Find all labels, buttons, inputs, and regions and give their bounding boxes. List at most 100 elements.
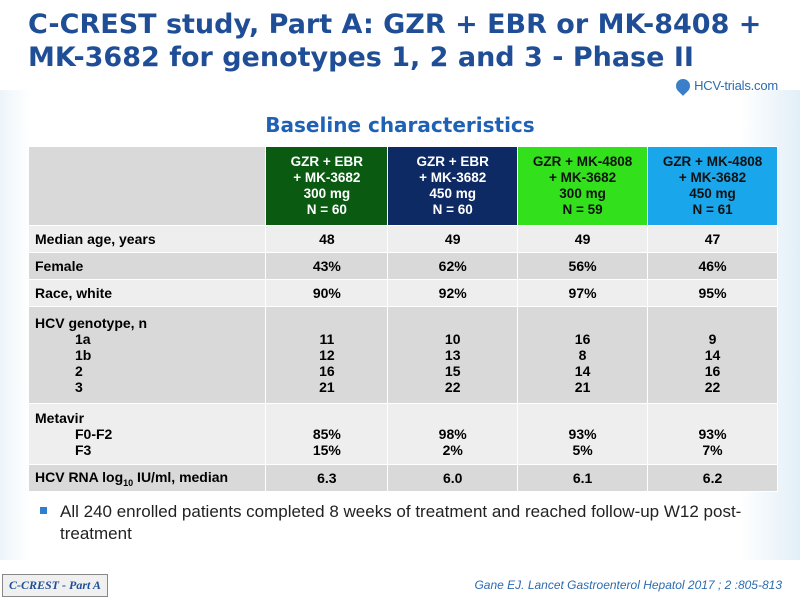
baseline-table: GZR + EBR + MK-3682 300 mg N = 60 GZR + EBR… xyxy=(27,146,778,492)
cell-values: 10 13 15 22 xyxy=(387,306,519,404)
cell-value: 90% xyxy=(265,279,389,307)
row-label-metavir: Metavir F0-F2 F3 xyxy=(27,403,267,465)
square-bullet-icon xyxy=(40,507,47,514)
cell-value: 95% xyxy=(647,279,778,307)
column-header-line: + MK-3682 xyxy=(678,170,747,185)
sub-label: F0-F2 xyxy=(75,426,113,442)
background-decoration-left xyxy=(0,90,30,560)
column-header-1: GZR + EBR + MK-3682 300 mg N = 60 xyxy=(265,146,389,226)
column-header-line: 450 mg xyxy=(689,186,736,201)
sub-label: 2 xyxy=(75,363,83,379)
column-header-line: 450 mg xyxy=(429,186,476,201)
site-logo: HCV-trials.com xyxy=(673,75,778,96)
bullet-point: All 240 enrolled patients completed 8 we… xyxy=(40,501,780,545)
cell-value: 2% xyxy=(442,442,463,458)
column-header-line: GZR + MK-4808 xyxy=(532,154,633,169)
table-row: HCV genotype, n 1a 1b 2 3 11 12 16 21 10 13 1… xyxy=(27,306,778,404)
row-label: HCV genotype, n xyxy=(35,315,148,331)
cell-value: 16 xyxy=(704,363,721,379)
table-row: Median age, years 48 49 49 47 xyxy=(27,225,778,253)
study-tag: C-CREST - Part A xyxy=(2,574,108,597)
sub-label: 3 xyxy=(75,379,83,395)
cell-value: 13 xyxy=(444,347,461,363)
cell-value: 47 xyxy=(647,225,778,253)
column-header-line: + MK-3682 xyxy=(419,170,487,185)
drop-icon xyxy=(673,75,694,96)
cell-values: 93% 7% xyxy=(647,403,778,465)
cell-value: 49 xyxy=(387,225,519,253)
cell-value: 15% xyxy=(312,442,341,458)
cell-value: 43% xyxy=(265,252,389,280)
table-heading: Baseline characteristics xyxy=(265,113,535,137)
row-label-rna: HCV RNA log10 IU/ml, median xyxy=(27,464,267,492)
row-label: Female xyxy=(27,252,267,280)
row-label-genotype: HCV genotype, n 1a 1b 2 3 xyxy=(27,306,267,404)
cell-value: 93% xyxy=(698,426,727,442)
row-label: HCV RNA log xyxy=(35,468,124,485)
row-label: Race, white xyxy=(27,279,267,307)
cell-value: 14 xyxy=(574,363,591,379)
cell-values: 9 14 16 22 xyxy=(647,306,778,404)
cell-value: 9 xyxy=(708,331,717,347)
cell-value: 12 xyxy=(319,347,335,363)
cell-value: 6.0 xyxy=(387,464,519,492)
cell-values: 85% 15% xyxy=(265,403,389,465)
cell-value: 7% xyxy=(702,442,723,458)
cell-value: 21 xyxy=(574,379,591,395)
cell-values: 93% 5% xyxy=(517,403,649,465)
slide-title: C-CREST study, Part A: GZR + EBR or MK-8… xyxy=(28,9,762,73)
sub-label: F3 xyxy=(75,442,92,458)
column-header-line: 300 mg xyxy=(303,186,351,201)
cell-value: 56% xyxy=(517,252,649,280)
cell-values: 16 8 14 21 xyxy=(517,306,649,404)
cell-value: 5% xyxy=(572,442,593,458)
cell-value: 15 xyxy=(444,363,461,379)
cell-value: 48 xyxy=(265,225,389,253)
column-header-line: GZR + EBR xyxy=(416,154,489,169)
cell-value: 21 xyxy=(319,379,335,395)
cell-value: 6.3 xyxy=(265,464,389,492)
cell-value: 22 xyxy=(704,379,721,395)
column-header-line: + MK-3682 xyxy=(548,170,617,185)
cell-value: 98% xyxy=(438,426,467,442)
sub-label: 1b xyxy=(75,347,92,363)
cell-value: 62% xyxy=(387,252,519,280)
cell-value: 49 xyxy=(517,225,649,253)
cell-values: 98% 2% xyxy=(387,403,519,465)
column-header-line: GZR + EBR xyxy=(290,154,364,169)
row-label-subscript: 10 xyxy=(123,477,134,488)
row-label: IU/ml, median xyxy=(133,468,229,485)
sub-label: 1a xyxy=(75,331,91,347)
column-header-line: GZR + MK-4808 xyxy=(662,154,763,169)
cell-value: 22 xyxy=(444,379,461,395)
table-row: HCV RNA log10 IU/ml, median 6.3 6.0 6.1 … xyxy=(27,464,778,492)
cell-value: 16 xyxy=(319,363,335,379)
cell-value: 6.1 xyxy=(517,464,649,492)
cell-values: 11 12 16 21 xyxy=(265,306,389,404)
header-row: GZR + EBR + MK-3682 300 mg N = 60 GZR + EBR… xyxy=(27,146,778,226)
cell-value: 10 xyxy=(444,331,461,347)
reference-citation: Gane EJ. Lancet Gastroenterol Hepatol 20… xyxy=(474,578,782,592)
column-header-2: GZR + EBR + MK-3682 450 mg N = 60 xyxy=(387,146,519,226)
column-header-line: 300 mg xyxy=(559,186,606,201)
cell-value: 14 xyxy=(704,347,721,363)
cell-value: 85% xyxy=(312,426,341,442)
cell-value: 6.2 xyxy=(647,464,778,492)
cell-value: 97% xyxy=(517,279,649,307)
header-empty-cell xyxy=(27,146,267,226)
logo-text: HCV-trials.com xyxy=(694,78,778,93)
row-label: Metavir xyxy=(35,410,85,426)
table-row: Metavir F0-F2 F3 85% 15% 98% 2% 93% 5% 93% 7… xyxy=(27,403,778,465)
row-label: Median age, years xyxy=(27,225,267,253)
cell-value: 93% xyxy=(568,426,597,442)
cell-value: 11 xyxy=(319,331,335,347)
column-header-line: N = 59 xyxy=(562,202,603,217)
column-header-line: N = 60 xyxy=(432,202,473,217)
bullet-text: All 240 enrolled patients completed 8 we… xyxy=(60,502,742,543)
table-row: Race, white 90% 92% 97% 95% xyxy=(27,279,778,307)
cell-value: 92% xyxy=(387,279,519,307)
column-header-line: + MK-3682 xyxy=(293,170,361,185)
column-header-line: N = 60 xyxy=(306,202,347,217)
column-header-line: N = 61 xyxy=(692,202,733,217)
table-row: Female 43% 62% 56% 46% xyxy=(27,252,778,280)
